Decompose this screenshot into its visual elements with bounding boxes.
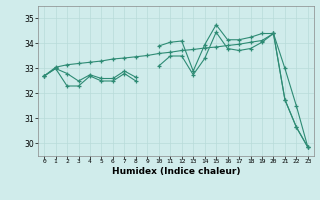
X-axis label: Humidex (Indice chaleur): Humidex (Indice chaleur) xyxy=(112,167,240,176)
